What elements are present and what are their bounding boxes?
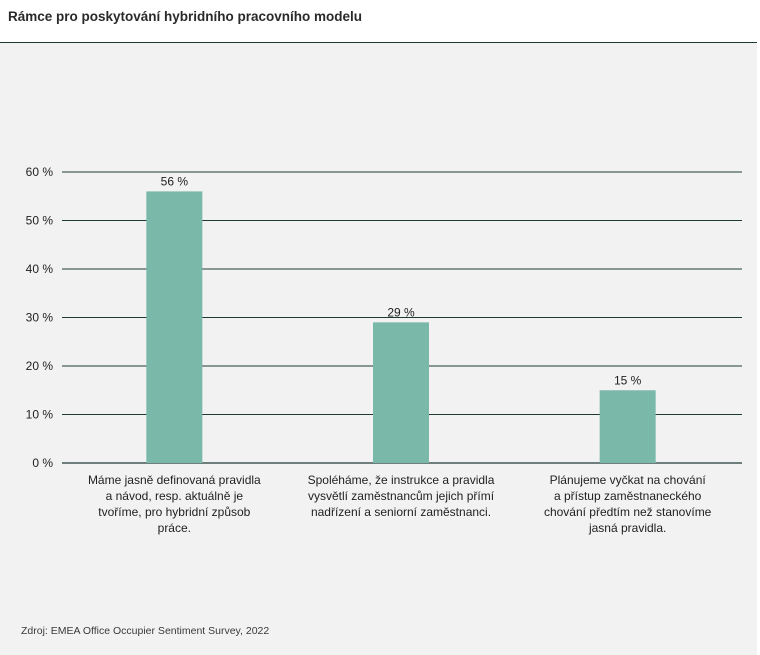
chart-title: Rámce pro poskytování hybridního pracovn… bbox=[8, 9, 363, 24]
bars bbox=[146, 191, 656, 463]
y-tick-label: 30 % bbox=[26, 311, 54, 325]
category-label-line: Máme jasně definovaná pravidla bbox=[87, 473, 261, 487]
category-label-line: chování předtím než stanovíme bbox=[543, 505, 712, 519]
x-category-label: Máme jasně definovaná pravidla a návod, r… bbox=[54, 472, 294, 536]
y-axis-ticks: 0 % 10 % 20 % 30 % 40 % 50 % 60 % bbox=[26, 165, 54, 470]
category-label-line: nadřízení a seniorní zaměstnanci. bbox=[310, 505, 492, 519]
category-label-line: Spoléháme, že instrukce a pravidla bbox=[307, 473, 495, 487]
bar-value-label: 15 % bbox=[614, 373, 642, 387]
category-label-line: práce. bbox=[157, 521, 191, 535]
y-tick-label: 40 % bbox=[26, 262, 54, 276]
x-category-label: Plánujeme vyčkat na chování a přístup zam… bbox=[508, 472, 748, 536]
bar bbox=[599, 390, 656, 463]
x-category-label: Spoléháme, že instrukce a pravidla vysvět… bbox=[281, 472, 521, 520]
title-divider bbox=[0, 42, 757, 43]
category-label-line: a návod, resp. aktuálně je bbox=[105, 489, 244, 503]
y-tick-label: 50 % bbox=[26, 214, 54, 228]
y-tick-label: 60 % bbox=[26, 165, 54, 179]
source-note: Zdroj: EMEA Office Occupier Sentiment Su… bbox=[21, 625, 270, 637]
category-label-line: a přístup zaměstnaneckého bbox=[553, 489, 702, 503]
category-label-line: Plánujeme vyčkat na chování bbox=[549, 473, 706, 487]
bar bbox=[146, 191, 203, 463]
bar-value-label: 29 % bbox=[387, 305, 415, 319]
value-labels: 56 % 29 % 15 % bbox=[161, 174, 642, 387]
category-label-line: jasná pravidla. bbox=[588, 521, 667, 535]
bar bbox=[373, 322, 429, 463]
bar-value-label: 56 % bbox=[161, 174, 189, 188]
category-label-line: tvoříme, pro hybridní způsob bbox=[98, 505, 251, 519]
y-tick-label: 10 % bbox=[26, 408, 54, 422]
category-label-line: vysvětlí zaměstnancům jejich přímí bbox=[307, 489, 495, 503]
y-tick-label: 0 % bbox=[32, 456, 53, 470]
y-tick-label: 20 % bbox=[26, 359, 54, 373]
